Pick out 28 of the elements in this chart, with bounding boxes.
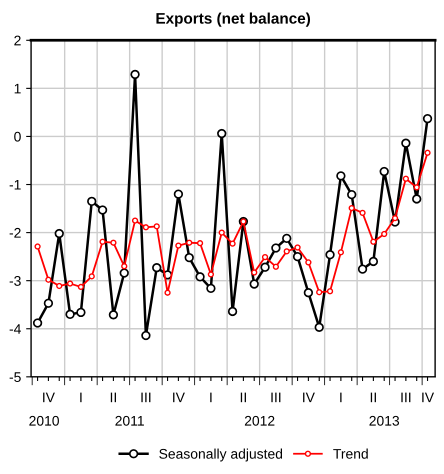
y-tick-label: 2 (14, 36, 21, 46)
text: 2011 (115, 416, 144, 426)
y-tick-label: -3 (10, 276, 21, 286)
y-tick-label: -5 (10, 372, 21, 382)
x-tick-label: IV (173, 392, 185, 402)
x-tick-label: II (110, 392, 116, 402)
legend-label: Trend (333, 448, 368, 459)
y-tick-label: 0 (14, 132, 21, 142)
x-tick-label: II (370, 392, 376, 402)
y-tick-label: -2 (10, 228, 21, 238)
x-tick-label: III (141, 392, 150, 402)
x-tick-label: III (271, 392, 280, 402)
legend-label: Seasonally adjusted (159, 448, 282, 462)
x-tick-label: III (401, 392, 410, 402)
y-tick-label: 1 (14, 84, 21, 94)
y-tick-label: -4 (10, 324, 21, 334)
x-tick-label: I (210, 392, 212, 402)
y-tick-label: -1 (10, 180, 21, 190)
x-tick-label: I (80, 392, 82, 402)
x-tick-label: IV (43, 392, 55, 402)
text: 2010 (29, 416, 59, 426)
text: 2013 (369, 416, 400, 426)
x-tick-label: IV (422, 392, 434, 402)
x-tick-label: IV (303, 392, 315, 402)
text: 2012 (244, 416, 274, 426)
x-tick-label: II (240, 392, 246, 402)
chart-title: Exports (net balance) (156, 12, 310, 27)
x-tick-label: I (340, 392, 342, 402)
